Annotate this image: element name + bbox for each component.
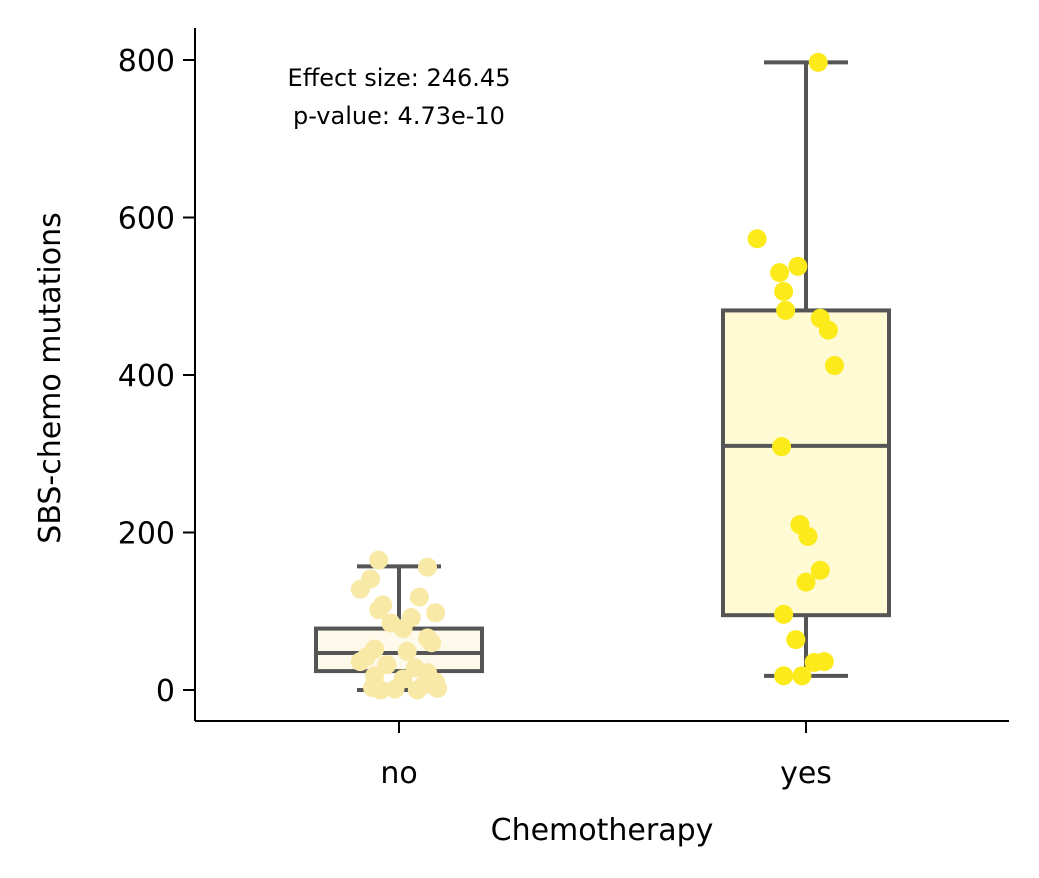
data-point: [798, 526, 818, 546]
data-point: [369, 600, 389, 620]
data-point: [776, 300, 796, 320]
data-point: [397, 641, 417, 661]
data-point: [808, 52, 828, 72]
x-axis-title: Chemotherapy: [491, 813, 714, 848]
data-point: [774, 604, 794, 624]
data-point: [350, 652, 370, 672]
data-point: [804, 652, 824, 672]
y-tick-label: 600: [118, 202, 175, 237]
data-point: [428, 678, 448, 698]
data-point: [747, 229, 767, 249]
y-tick-label: 200: [118, 517, 175, 552]
data-point: [426, 603, 446, 623]
data-point: [371, 680, 391, 700]
data-point: [818, 320, 838, 340]
y-tick-label: 800: [118, 44, 175, 79]
data-point: [792, 666, 812, 686]
data-point: [824, 356, 844, 376]
data-point: [407, 680, 427, 700]
box-group-no: [314, 550, 484, 700]
y-tick-label: 400: [118, 359, 175, 394]
data-point: [385, 679, 405, 699]
data-point: [393, 619, 413, 639]
data-point: [772, 437, 792, 457]
y-axis-title: SBS-chemo mutations: [33, 212, 68, 544]
data-point: [786, 630, 806, 650]
data-point: [774, 282, 794, 302]
y-tick-label: 0: [156, 674, 175, 709]
box-iqr: [721, 308, 891, 618]
data-point: [369, 550, 389, 570]
axis-ticks: no yes 0 200 400 600 800: [118, 44, 832, 791]
annotation-effect-size: Effect size: 246.45: [288, 64, 511, 92]
box-group-yes: [721, 52, 891, 686]
data-point: [377, 655, 397, 675]
data-point: [350, 579, 370, 599]
data-point: [409, 587, 429, 607]
data-point: [788, 256, 808, 276]
plot-area: [314, 52, 891, 700]
data-point: [774, 666, 794, 686]
data-point: [422, 633, 442, 653]
data-point: [417, 557, 437, 577]
annotation-p-value: p-value: 4.73e-10: [293, 102, 505, 130]
data-point: [796, 572, 816, 592]
x-tick-label: yes: [780, 756, 832, 791]
x-tick-label: no: [380, 756, 417, 791]
data-point: [810, 560, 830, 580]
data-point: [770, 263, 790, 283]
